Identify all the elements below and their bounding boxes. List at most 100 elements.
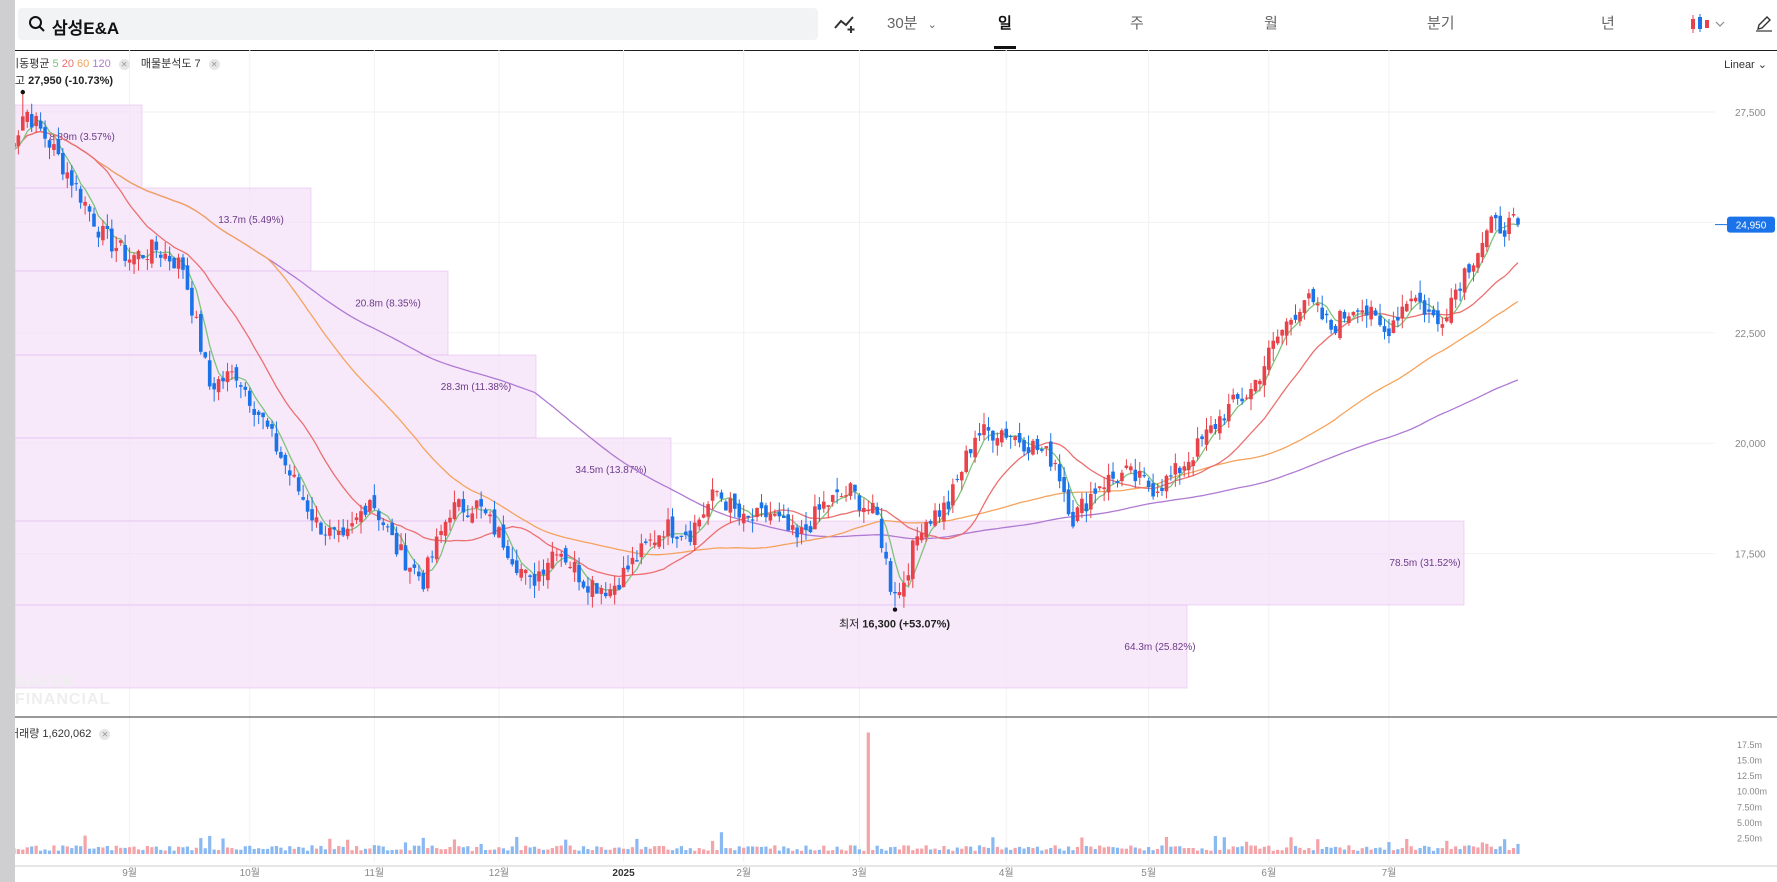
tab-quarter[interactable]: 분기 [1427, 15, 1455, 32]
volume-bar [212, 849, 216, 854]
candle-body [194, 316, 199, 318]
volume-bar [880, 848, 884, 854]
stock-search-box[interactable]: 삼성E&A [18, 8, 818, 40]
volume-bar [1494, 849, 1498, 854]
volume-bar [1187, 848, 1191, 854]
candle-body [915, 536, 920, 546]
close-icon[interactable]: ✕ [118, 58, 130, 70]
candle-body [1453, 289, 1458, 300]
candle-body [830, 495, 835, 502]
volume-bar [350, 850, 354, 854]
chart-type-icon[interactable] [1689, 14, 1725, 34]
volume-bar [1329, 847, 1333, 854]
volume-bar [119, 847, 123, 854]
candle-body [1089, 493, 1093, 510]
volume-bar [888, 847, 893, 854]
tab-month[interactable]: 월 [1264, 15, 1278, 32]
candle-body [1244, 397, 1249, 399]
candle-body [1262, 366, 1267, 386]
candle-body [1293, 314, 1298, 320]
tab-day[interactable]: 일 [998, 15, 1012, 32]
candle-body [906, 575, 911, 581]
close-icon[interactable]: ✕ [208, 58, 220, 70]
volume-bar [568, 845, 572, 854]
volume-bar [466, 846, 470, 854]
draw-pencil-icon[interactable] [1755, 14, 1773, 32]
volume-bar [1173, 846, 1177, 854]
volume-bar [590, 850, 594, 854]
volume-bar [368, 848, 372, 854]
time-tick-label: 2025 [612, 868, 635, 879]
candle-body [1413, 297, 1418, 302]
candle-body [363, 505, 368, 515]
volume-legend: 거래량 1,620,062 ✕ [15, 725, 111, 741]
volume-bar [417, 845, 421, 854]
indicator-add-icon[interactable] [833, 12, 857, 34]
volume-bar [657, 845, 661, 854]
high-annotation: 최고 27,950 (-10.73%) [15, 74, 113, 87]
volume-bar [510, 846, 514, 854]
volume-bar [955, 847, 959, 854]
current-price-label: 24,950 [1736, 221, 1767, 232]
volume-bar [221, 838, 225, 854]
candle-body [1489, 216, 1494, 233]
volume-bar [666, 849, 670, 854]
volume-bar [586, 849, 590, 854]
candle-body [1320, 307, 1324, 320]
candle-body [310, 509, 314, 521]
candle-body [1106, 474, 1111, 493]
close-icon[interactable]: ✕ [99, 728, 111, 740]
candle-body [270, 424, 274, 429]
candle-body [1200, 436, 1204, 440]
candle-body [1298, 312, 1302, 322]
candle-body [822, 501, 826, 509]
volume-profile-label: 78.5m (31.52%) [1389, 558, 1460, 569]
volume-bar [1369, 849, 1373, 854]
volume-bar [831, 850, 835, 854]
candle-body [715, 491, 719, 493]
volume-bar [1427, 846, 1431, 854]
volume-bar [866, 732, 870, 854]
volume-bar [862, 850, 866, 854]
volume-bar [1365, 846, 1369, 854]
volume-bar [884, 850, 888, 854]
volume-bar [199, 838, 203, 854]
candle-body [1160, 488, 1164, 492]
candle-body [1356, 310, 1360, 312]
volume-bar [1133, 847, 1137, 854]
price-tick-label: 22,500 [1735, 329, 1766, 340]
volume-bar [1000, 849, 1004, 854]
candle-body [1436, 310, 1440, 325]
volume-bar [853, 845, 857, 854]
volume-bar [693, 850, 697, 854]
volume-tick-label: 2.50m [1737, 833, 1762, 843]
price-chart[interactable]: 27,50025,00022,50020,00017,5009월10월11월12… [15, 0, 1777, 882]
candle-body [968, 449, 973, 454]
volume-bar [341, 846, 345, 854]
candle-body [799, 527, 804, 534]
scale-select[interactable]: Linear ⌄ [1724, 58, 1767, 71]
candle-body [599, 588, 604, 594]
time-tick-label: 7월 [1382, 867, 1397, 879]
candle-body [283, 454, 288, 466]
interval-select[interactable]: 30분 ⌄ [887, 12, 937, 33]
volume-bar [915, 848, 919, 854]
tab-week[interactable]: 주 [1130, 15, 1144, 32]
candle-body [470, 513, 475, 523]
volume-bar [733, 850, 737, 854]
volume-bar [145, 846, 149, 854]
volume-bar [492, 849, 497, 854]
volume-label: 거래량 1,620,062 [15, 728, 92, 740]
candle-body [1480, 243, 1485, 258]
candle-body [608, 589, 612, 597]
candle-body [328, 527, 332, 536]
candle-body [817, 504, 822, 510]
volume-bar [1058, 848, 1062, 854]
volume-bar [621, 848, 626, 854]
tab-year[interactable]: 년 [1601, 15, 1615, 32]
candle-body [474, 500, 479, 508]
candle-body [577, 565, 581, 583]
candle-body [550, 551, 555, 569]
candle-body [443, 521, 448, 536]
candle-body [581, 581, 586, 588]
